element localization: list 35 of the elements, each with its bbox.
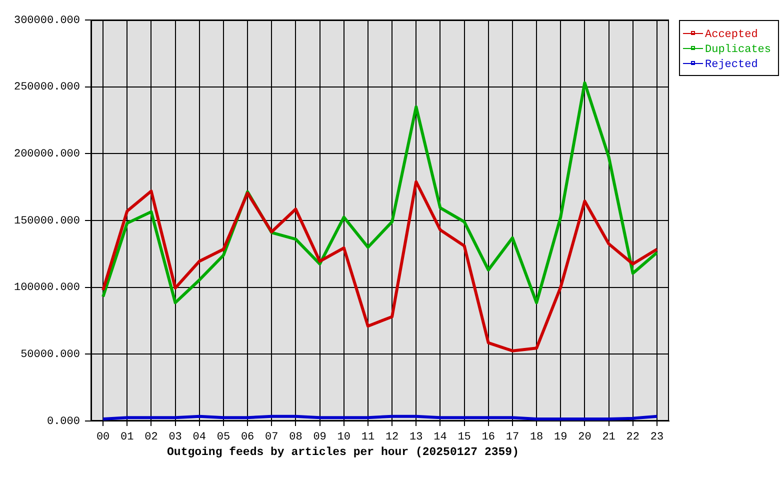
x-tick-label: 08 bbox=[289, 432, 302, 444]
y-tick-label: 250000.000 bbox=[14, 82, 80, 94]
legend-label: Duplicates bbox=[705, 44, 772, 56]
x-tick-label: 20 bbox=[578, 432, 592, 444]
y-tick-label: 200000.000 bbox=[14, 148, 80, 161]
y-tick-label: 300000.000 bbox=[14, 14, 80, 27]
y-tick-label: 0.000 bbox=[46, 416, 80, 428]
x-tick-label: 18 bbox=[530, 432, 544, 444]
x-tick-label: 14 bbox=[434, 432, 448, 444]
y-tick-label: 50000.000 bbox=[20, 349, 80, 362]
x-tick-label: 10 bbox=[337, 432, 350, 444]
x-tick-label: 15 bbox=[458, 432, 471, 444]
x-tick-label: 02 bbox=[144, 432, 158, 444]
x-tick-label: 06 bbox=[240, 432, 254, 444]
y-tick-label: 150000.000 bbox=[14, 215, 80, 228]
x-tick-label: 21 bbox=[602, 432, 616, 444]
x-tick-label: 01 bbox=[120, 432, 134, 444]
x-tick-label: 09 bbox=[313, 432, 326, 444]
x-tick-label: 13 bbox=[410, 432, 423, 444]
x-axis-title: Outgoing feeds by articles per hour (20250127 2359) bbox=[167, 446, 519, 459]
x-tick-label: 16 bbox=[482, 432, 495, 444]
x-tick-label: 04 bbox=[192, 432, 206, 444]
legend-label: Rejected bbox=[705, 58, 758, 71]
x-tick-label: 19 bbox=[554, 432, 568, 444]
y-tick-label: 100000.000 bbox=[14, 282, 80, 294]
x-tick-label: 07 bbox=[265, 432, 278, 444]
legend-label: Accepted bbox=[705, 28, 758, 41]
x-tick-label: 23 bbox=[650, 432, 664, 444]
x-tick-label: 05 bbox=[216, 432, 230, 444]
x-tick-label: 22 bbox=[626, 432, 640, 444]
x-tick-label: 00 bbox=[96, 432, 110, 444]
x-tick-label: 11 bbox=[361, 432, 375, 444]
x-tick-label: 12 bbox=[385, 432, 399, 444]
x-tick-label: 03 bbox=[168, 432, 182, 444]
x-tick-label: 17 bbox=[506, 432, 520, 444]
